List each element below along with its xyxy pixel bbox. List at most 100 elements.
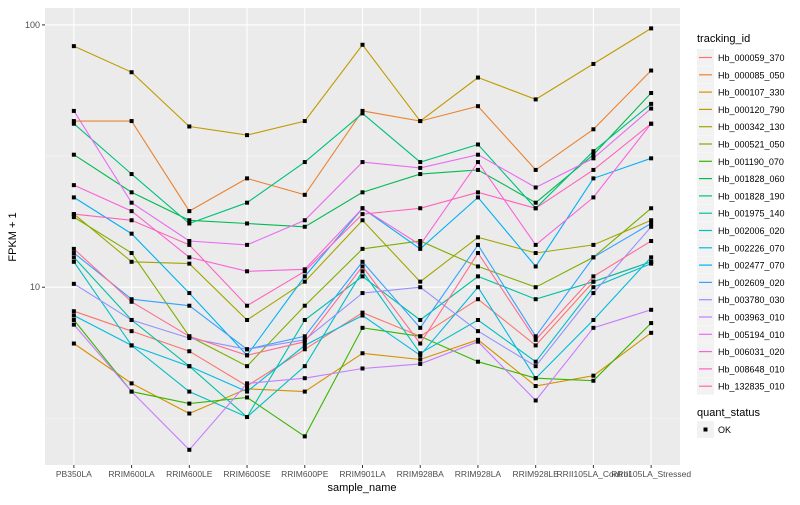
data-point-Hb_000107_330	[360, 351, 365, 356]
data-point-Hb_005194_010	[129, 200, 134, 205]
data-point-Hb_001975_140	[418, 317, 423, 322]
data-point-Hb_003963_010	[591, 325, 596, 330]
data-point-Hb_000107_330	[71, 341, 76, 346]
data-point-Hb_000059_370	[360, 310, 365, 315]
data-point-Hb_003780_030	[418, 285, 423, 290]
data-point-Hb_003963_010	[245, 381, 250, 386]
data-point-Hb_002226_070	[360, 313, 365, 318]
legend-label: Hb_000107_330	[718, 88, 785, 98]
data-point-Hb_001190_070	[591, 378, 596, 383]
data-point-Hb_002609_020	[418, 325, 423, 330]
data-point-Hb_000085_050	[245, 176, 250, 181]
data-point-Hb_001190_070	[475, 359, 480, 364]
data-point-Hb_000059_370	[129, 329, 134, 334]
data-point-Hb_132835_010	[360, 264, 365, 269]
data-point-Hb_001828_190	[302, 160, 307, 165]
legend-item: Hb_008648_010	[697, 360, 785, 378]
data-point-Hb_005194_010	[187, 239, 192, 244]
x-tick-label: RRIM928LE	[513, 469, 560, 479]
data-point-Hb_000085_050	[129, 119, 134, 124]
data-point-Hb_003780_030	[475, 329, 480, 334]
x-tick-label: RRIM600SE	[223, 469, 271, 479]
data-point-Hb_000059_370	[71, 309, 76, 314]
data-point-Hb_002609_020	[71, 251, 76, 256]
x-tick-label: RRIM928LA	[455, 469, 502, 479]
data-point-Hb_001828_190	[360, 111, 365, 116]
data-point-Hb_006031_020	[533, 242, 538, 247]
legend-item: Hb_002006_020	[697, 222, 785, 239]
data-point-Hb_000120_790	[360, 42, 365, 47]
data-point-Hb_001828_060	[302, 224, 307, 229]
data-point-Hb_132835_010	[533, 337, 538, 342]
data-point-Hb_001190_070	[187, 401, 192, 406]
data-point-Hb_002609_020	[360, 259, 365, 264]
legend-item: Hb_132835_010	[697, 377, 785, 395]
data-point-Hb_006031_020	[360, 206, 365, 211]
legend-label: Hb_001190_070	[718, 157, 784, 167]
data-point-Hb_000342_130	[475, 235, 480, 240]
data-point-Hb_008648_010	[245, 303, 250, 308]
data-point-Hb_002006_020	[187, 389, 192, 394]
data-point-Hb_002477_070	[71, 195, 76, 200]
legend-item: Hb_000107_330	[697, 83, 785, 101]
data-point-Hb_000120_790	[649, 26, 654, 31]
data-point-Hb_003780_030	[245, 347, 250, 352]
data-point-Hb_008648_010	[187, 242, 192, 247]
data-point-Hb_002477_070	[591, 176, 596, 181]
x-tick-label: RRIM600LA	[108, 469, 155, 479]
legend-label: Hb_000085_050	[718, 70, 785, 80]
data-point-Hb_006031_020	[475, 160, 480, 165]
x-tick-label: RRII105LA_Stressed	[611, 469, 691, 479]
legend-label: Hb_003780_030	[718, 295, 785, 305]
data-point-Hb_006031_020	[129, 209, 134, 214]
data-point-Hb_001190_070	[360, 325, 365, 330]
data-point-Hb_008648_010	[71, 212, 76, 217]
data-point-Hb_001828_190	[129, 172, 134, 177]
data-point-Hb_003780_030	[649, 224, 654, 229]
data-point-Hb_001828_060	[129, 190, 134, 195]
data-point-Hb_000342_130	[129, 259, 134, 264]
legend-label: Hb_000120_790	[718, 105, 785, 115]
data-point-Hb_000521_050	[245, 364, 250, 369]
data-point-Hb_001828_190	[245, 200, 250, 205]
legend-item: Hb_005194_010	[697, 325, 785, 343]
data-point-Hb_006031_020	[245, 269, 250, 274]
data-point-Hb_003963_010	[302, 376, 307, 381]
data-point-Hb_001828_060	[71, 152, 76, 157]
shape-legend-title: quant_status	[697, 407, 760, 419]
data-point-Hb_001975_140	[475, 274, 480, 279]
data-point-Hb_000342_130	[591, 242, 596, 247]
data-point-Hb_001828_060	[649, 91, 654, 96]
data-point-Hb_000085_050	[187, 209, 192, 214]
data-point-Hb_002477_070	[302, 274, 307, 279]
data-point-Hb_006031_020	[187, 255, 192, 260]
data-point-Hb_003963_010	[360, 366, 365, 371]
data-point-Hb_002226_070	[533, 376, 538, 381]
y-axis-title: FPKM + 1	[7, 212, 19, 261]
data-point-Hb_008648_010	[418, 206, 423, 211]
data-point-Hb_000120_790	[533, 97, 538, 102]
data-point-Hb_008648_010	[533, 206, 538, 211]
data-point-Hb_002226_070	[187, 364, 192, 369]
data-point-Hb_000085_050	[302, 192, 307, 197]
data-point-Hb_003780_030	[533, 364, 538, 369]
legend-label: Hb_005194_010	[718, 330, 785, 340]
data-point-Hb_001828_060	[591, 152, 596, 157]
legend-item: Hb_000521_050	[697, 135, 785, 153]
data-point-Hb_001828_190	[649, 101, 654, 106]
data-point-Hb_001975_140	[302, 317, 307, 322]
series-points	[71, 26, 654, 452]
data-point-Hb_001828_060	[245, 221, 250, 226]
data-point-Hb_000342_130	[649, 218, 654, 223]
x-tick-label: RRIM600LE	[166, 469, 213, 479]
legend-item: Hb_001828_060	[697, 170, 785, 188]
data-point-Hb_002006_020	[360, 269, 365, 274]
data-point-Hb_000085_050	[475, 104, 480, 109]
data-point-Hb_003963_010	[533, 398, 538, 403]
data-point-Hb_005194_010	[71, 108, 76, 113]
data-point-Hb_008648_010	[360, 212, 365, 217]
legend-label: Hb_001828_060	[718, 174, 785, 184]
data-point-Hb_000521_050	[360, 246, 365, 251]
data-point-Hb_001828_060	[187, 218, 192, 223]
